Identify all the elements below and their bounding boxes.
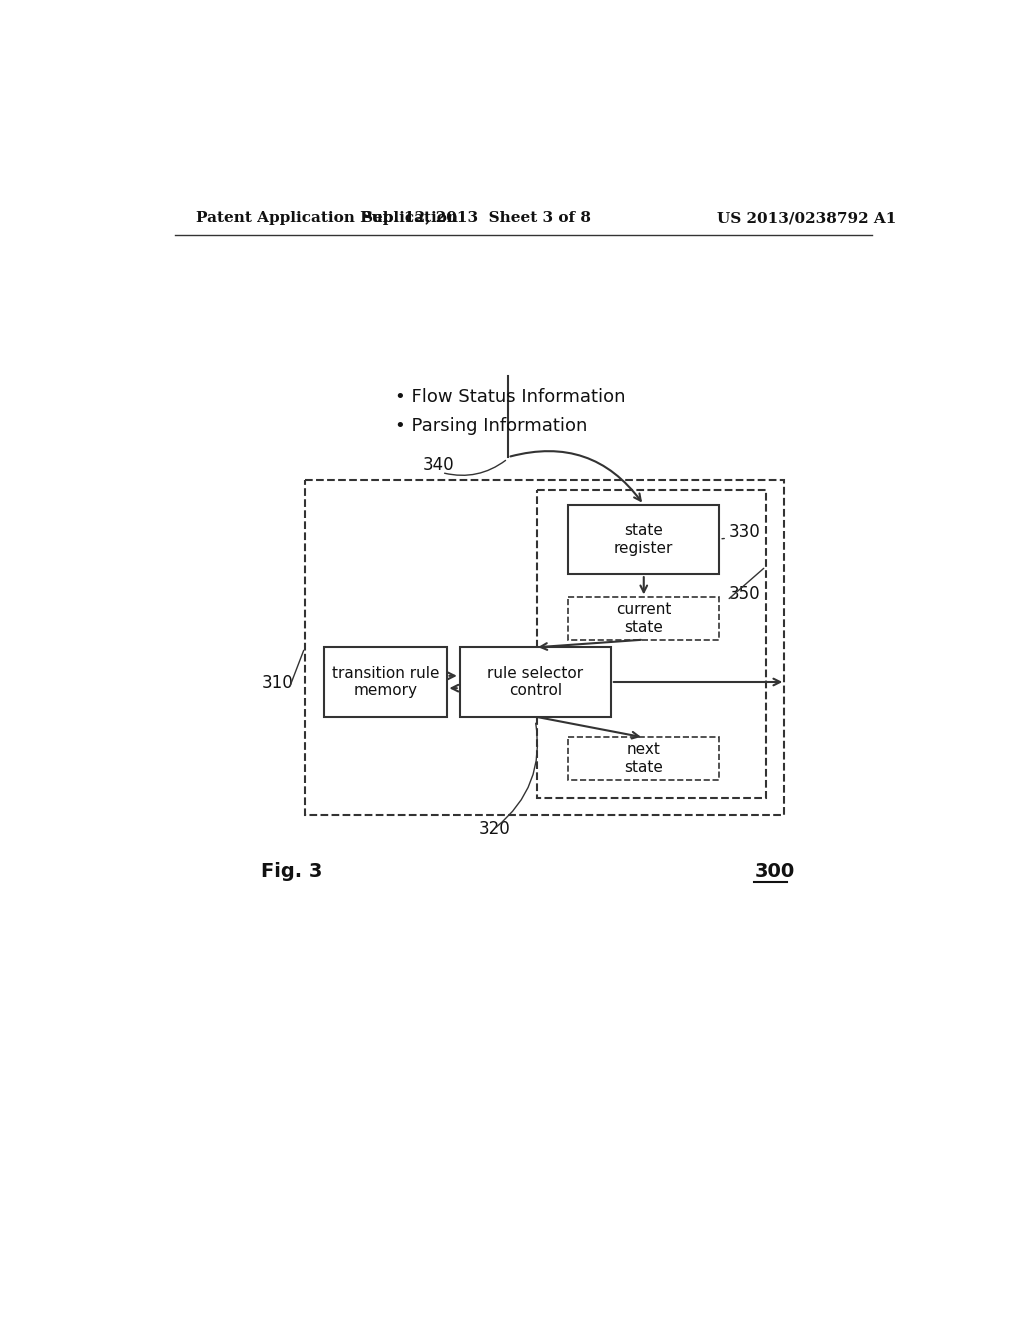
FancyBboxPatch shape: [568, 738, 719, 780]
FancyBboxPatch shape: [324, 647, 446, 717]
Text: Fig. 3: Fig. 3: [261, 862, 323, 880]
Text: • Parsing Information: • Parsing Information: [395, 417, 588, 436]
Text: state
register: state register: [614, 523, 674, 556]
FancyBboxPatch shape: [568, 506, 719, 574]
FancyBboxPatch shape: [568, 597, 719, 640]
Text: Patent Application Publication: Patent Application Publication: [197, 211, 458, 226]
Text: 330: 330: [729, 523, 761, 541]
FancyBboxPatch shape: [460, 647, 611, 717]
Text: US 2013/0238792 A1: US 2013/0238792 A1: [717, 211, 896, 226]
Text: current
state: current state: [616, 602, 672, 635]
Text: rule selector
control: rule selector control: [487, 665, 584, 698]
Text: transition rule
memory: transition rule memory: [332, 665, 439, 698]
Text: 300: 300: [755, 862, 795, 880]
Text: Sep. 12, 2013  Sheet 3 of 8: Sep. 12, 2013 Sheet 3 of 8: [362, 211, 591, 226]
Text: 320: 320: [479, 821, 511, 838]
Text: • Flow Status Information: • Flow Status Information: [395, 388, 626, 407]
Text: 350: 350: [729, 585, 760, 603]
Text: next
state: next state: [625, 742, 664, 775]
Text: 310: 310: [261, 675, 293, 692]
Text: 340: 340: [423, 457, 454, 474]
